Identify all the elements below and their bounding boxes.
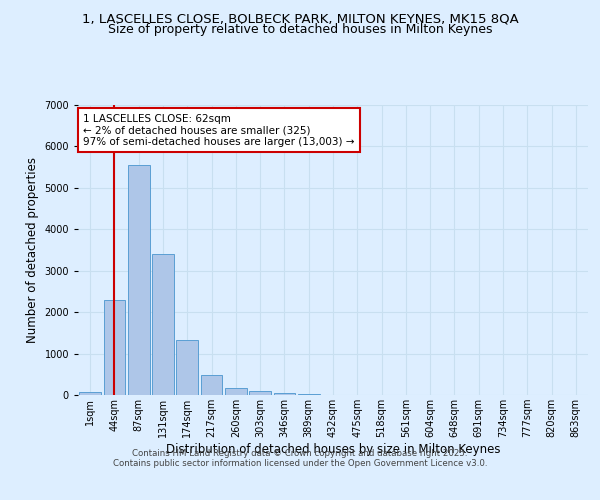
Bar <box>200 374 223 395</box>
Text: 1 LASCELLES CLOSE: 62sqm
← 2% of detached houses are smaller (325)
97% of semi-d: 1 LASCELLES CLOSE: 62sqm ← 2% of detache… <box>83 114 355 147</box>
Text: 1, LASCELLES CLOSE, BOLBECK PARK, MILTON KEYNES, MK15 8QA: 1, LASCELLES CLOSE, BOLBECK PARK, MILTON… <box>82 12 518 26</box>
Bar <box>298 394 320 395</box>
Bar <box>249 392 271 395</box>
Bar <box>274 393 295 395</box>
Bar <box>152 254 174 395</box>
Y-axis label: Number of detached properties: Number of detached properties <box>26 157 39 343</box>
Bar <box>225 388 247 395</box>
Bar <box>176 340 198 395</box>
Text: Contains HM Land Registry data © Crown copyright and database right 2025.: Contains HM Land Registry data © Crown c… <box>132 448 468 458</box>
Bar <box>79 392 101 395</box>
Text: Contains public sector information licensed under the Open Government Licence v3: Contains public sector information licen… <box>113 458 487 468</box>
Bar <box>128 165 149 395</box>
X-axis label: Distribution of detached houses by size in Milton Keynes: Distribution of detached houses by size … <box>166 443 500 456</box>
Text: Size of property relative to detached houses in Milton Keynes: Size of property relative to detached ho… <box>108 22 492 36</box>
Bar <box>104 300 125 395</box>
